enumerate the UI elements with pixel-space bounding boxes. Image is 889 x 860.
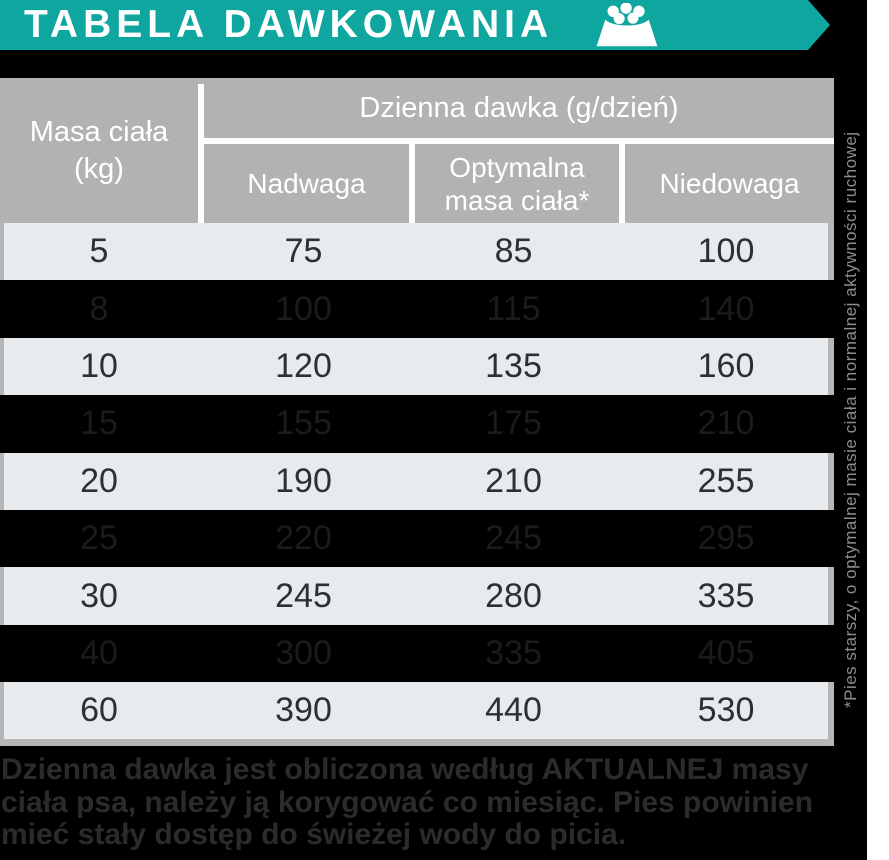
dosing-table-graphic: TABELA DAWKOWANIA Masa ciała (kg) Dzienn… <box>0 0 867 860</box>
column-header-optymalna-line1: Optymalna <box>449 151 585 183</box>
footer-note-line1: Dzienna dawka jest obliczona według AKTU… <box>1 753 809 786</box>
header-divider-vertical <box>198 84 204 223</box>
table-bottom-border <box>0 739 834 746</box>
optymalna-cell: 135 <box>485 346 542 385</box>
weight-cell: 40 <box>80 633 118 672</box>
column-header-optymalna: Optymalna masa ciała* <box>415 144 619 223</box>
footer-note-line3: mieć stały dostęp do świeżej wody do pic… <box>1 818 627 851</box>
column-header-niedowaga: Niedowaga <box>659 168 800 199</box>
column-header-nadwaga: Nadwaga <box>247 168 366 199</box>
optymalna-cell: 335 <box>485 633 542 672</box>
dog-bowl-icon <box>596 3 658 47</box>
footer-note: Dzienna dawka jest obliczona według AKTU… <box>1 753 865 852</box>
weight-cell: 30 <box>80 576 118 615</box>
optymalna-cell: 280 <box>485 576 542 615</box>
niedowaga-cell: 140 <box>697 289 755 328</box>
table-row: 15 155 175 210 <box>0 395 834 453</box>
nadwaga-cell: 75 <box>284 232 323 271</box>
weight-cell: 5 <box>89 232 109 271</box>
header-divider-vertical <box>409 144 415 223</box>
weight-cell: 10 <box>80 346 118 385</box>
niedowaga-cell: 100 <box>697 232 755 271</box>
column-header-optymalna-line2: masa ciała* <box>444 184 590 216</box>
optymalna-cell: 175 <box>485 404 542 443</box>
table-row: 30 245 280 335 <box>0 567 834 626</box>
nadwaga-cell: 220 <box>275 519 332 558</box>
weight-cell: 15 <box>80 404 118 443</box>
nadwaga-cell: 245 <box>275 576 332 615</box>
nadwaga-cell: 100 <box>275 289 332 328</box>
row-header-cell: Masa ciała (kg) <box>0 78 198 223</box>
row-header-line2: (kg) <box>74 152 124 185</box>
footnote-vertical: *Pies starszy, o optymalnej masie ciała … <box>841 131 860 708</box>
page-title: TABELA DAWKOWANIA <box>24 3 554 46</box>
nadwaga-cell: 120 <box>275 346 332 385</box>
footer-note-line2: ciała psa, należy ją korygować co miesią… <box>1 785 814 819</box>
title-bar: TABELA DAWKOWANIA <box>0 0 830 50</box>
table-row: 40 300 335 405 <box>0 624 834 683</box>
weight-cell: 8 <box>89 289 109 328</box>
nadwaga-cell: 190 <box>275 461 332 500</box>
niedowaga-cell: 335 <box>697 576 755 615</box>
niedowaga-cell: 160 <box>697 346 755 385</box>
optymalna-cell: 85 <box>494 232 533 271</box>
table-body: 5 75 85 100 8 100 115 140 10 120 135 160… <box>0 223 834 740</box>
header-divider-horizontal <box>204 138 834 144</box>
nadwaga-cell: 300 <box>275 633 332 672</box>
niedowaga-cell: 295 <box>697 519 755 558</box>
weight-cell: 60 <box>80 691 118 730</box>
niedowaga-cell: 210 <box>697 404 755 443</box>
table-row: 8 100 115 140 <box>0 280 834 338</box>
optymalna-cell: 115 <box>486 289 541 328</box>
table-row: 5 75 85 100 <box>0 223 834 281</box>
niedowaga-cell: 530 <box>697 691 755 730</box>
optymalna-cell: 440 <box>485 691 542 730</box>
weight-cell: 25 <box>80 519 118 558</box>
optymalna-cell: 210 <box>485 461 542 500</box>
table-row: 10 120 135 160 <box>0 337 834 396</box>
row-header-line1: Masa ciała <box>29 115 169 148</box>
table-header: Masa ciała (kg) Dzienna dawka (g/dzień) … <box>0 78 834 223</box>
niedowaga-cell: 255 <box>697 461 755 500</box>
optymalna-cell: 245 <box>485 519 542 558</box>
header-divider-vertical <box>619 144 625 223</box>
nadwaga-cell: 390 <box>275 691 332 730</box>
niedowaga-cell: 405 <box>697 633 755 672</box>
weight-cell: 20 <box>80 461 118 500</box>
table-row: 25 220 245 295 <box>0 509 834 568</box>
table-row: 60 390 440 530 <box>0 682 834 740</box>
table-row: 20 190 210 255 <box>0 452 834 511</box>
column-group-header: Dzienna dawka (g/dzień) <box>359 91 679 124</box>
nadwaga-cell: 155 <box>275 404 332 443</box>
